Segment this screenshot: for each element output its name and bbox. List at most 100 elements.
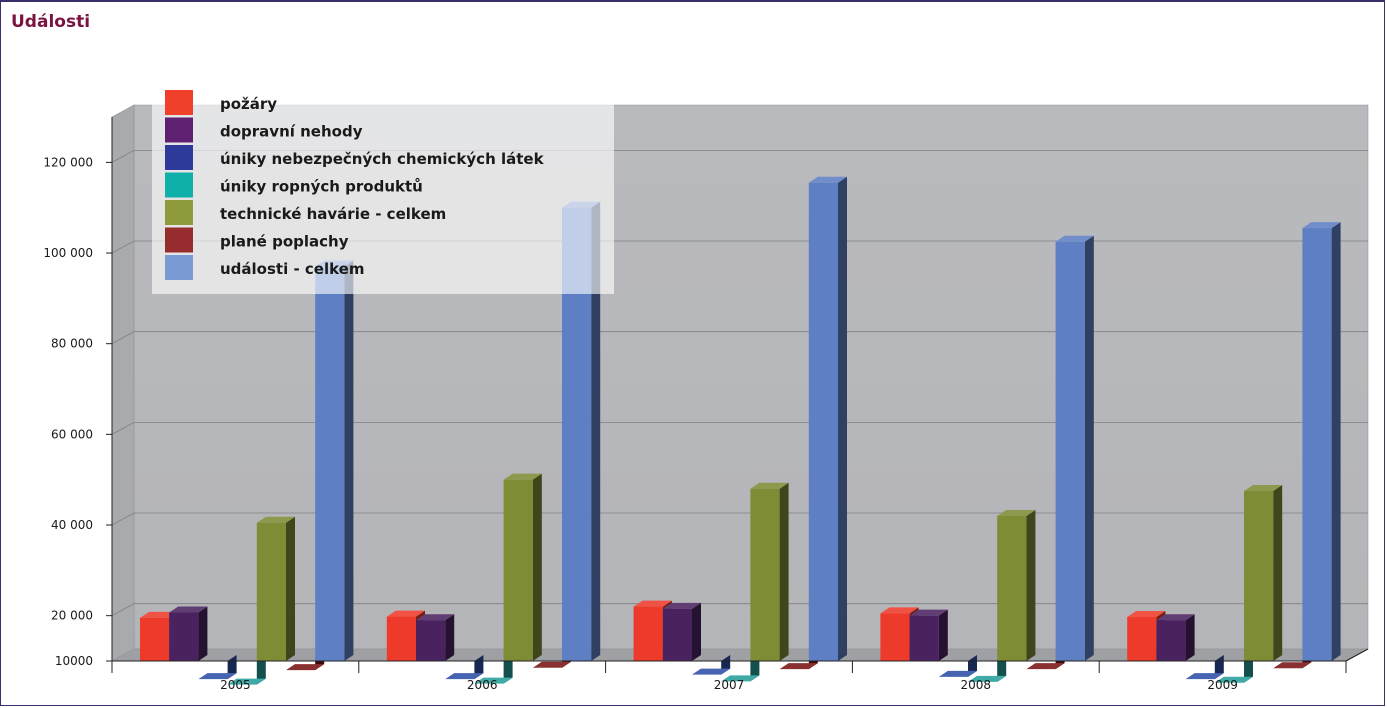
bar: [1244, 485, 1283, 661]
gridline: [111, 149, 1368, 163]
bar: [416, 614, 455, 661]
legend-label: plané poplachy: [220, 233, 349, 251]
bar: [1055, 235, 1094, 661]
bar-side: [1084, 235, 1094, 661]
bar-side: [532, 473, 542, 661]
gridline: [111, 240, 1368, 254]
bar: [721, 655, 760, 682]
bar-side: [344, 260, 354, 661]
legend-box: [152, 74, 614, 294]
bar-front: [1244, 491, 1274, 661]
bar-side: [591, 201, 601, 661]
bar-top: [779, 663, 818, 670]
legend-swatch: [165, 172, 193, 198]
bar-front: [169, 612, 199, 661]
bar-side: [445, 614, 455, 661]
bar: [968, 655, 1007, 682]
legend-label: události - celkem: [220, 260, 364, 278]
bar-top: [1156, 614, 1195, 621]
bar-side: [1273, 485, 1283, 661]
bar-front: [1055, 241, 1085, 661]
bar-front: [315, 266, 345, 661]
legend-label: úniky nebezpečných chemických látek: [220, 150, 545, 168]
y-tick-label: 80 000: [51, 337, 93, 351]
bar-side: [256, 655, 266, 685]
bar: [474, 655, 513, 684]
bar-top: [1185, 673, 1224, 680]
bar-side: [1026, 509, 1036, 661]
bar-side: [997, 655, 1007, 682]
bar-top: [474, 677, 513, 684]
gridline: [111, 331, 1368, 345]
y-tick-label: 120 000: [43, 155, 93, 169]
bar-side: [1331, 222, 1341, 661]
bar: [662, 602, 701, 661]
bar-top: [416, 614, 455, 621]
legend-swatch: [165, 145, 193, 170]
bar-front: [416, 620, 446, 661]
bar-side: [503, 655, 513, 684]
x-tick-label: 2005: [220, 678, 251, 692]
bar-top: [503, 473, 542, 480]
bar-top: [721, 675, 760, 682]
bar-front: [750, 488, 780, 661]
bar-top: [692, 668, 731, 675]
bar-front: [1302, 228, 1332, 661]
bar: [938, 655, 977, 677]
bar-top: [750, 482, 789, 489]
bar-top: [140, 611, 179, 618]
bar: [256, 516, 295, 661]
bar-front: [503, 479, 533, 661]
bar-top: [198, 673, 237, 680]
bar-top: [880, 607, 919, 614]
bar: [692, 655, 731, 675]
legend-swatch: [165, 227, 193, 253]
bar-front: [662, 608, 692, 661]
bar-top: [1273, 662, 1312, 669]
y-tick-label: 60 000: [51, 427, 93, 441]
bar-top: [386, 610, 425, 617]
bar-top: [808, 176, 847, 183]
x-tick-label: 2006: [467, 678, 498, 692]
bar: [997, 509, 1036, 661]
bar-front: [1156, 620, 1186, 661]
y-tick-label: 100 000: [43, 246, 93, 260]
bar-top: [662, 602, 701, 609]
bar-top: [169, 606, 208, 613]
bar-top: [1302, 222, 1341, 229]
legend-label: dopravní nehody: [220, 123, 363, 141]
bar: [1214, 655, 1253, 683]
bar: [315, 260, 354, 661]
bar-front: [386, 616, 416, 661]
bar-front: [140, 617, 170, 661]
bar: [909, 609, 948, 661]
x-tick-label: 2007: [714, 678, 745, 692]
bar: [808, 176, 847, 661]
bar-top: [1055, 235, 1094, 242]
legend-label: požáry: [220, 95, 277, 113]
gridline: [111, 421, 1368, 435]
x-tick-label: 2009: [1207, 678, 1238, 692]
bar: [227, 655, 266, 685]
gridline: [111, 603, 1368, 617]
bar-front: [909, 615, 939, 661]
bar-side: [1185, 614, 1195, 661]
legend-swatch: [165, 200, 193, 225]
bar-front: [808, 182, 838, 661]
bar-side: [286, 516, 295, 661]
y-tick-label: 10000: [55, 654, 93, 668]
x-axis-end: [1345, 648, 1369, 662]
chart-side-wall: [111, 104, 135, 662]
y-tick-label: 40 000: [51, 518, 93, 532]
bar-top: [227, 678, 266, 685]
bar-top: [445, 673, 484, 680]
bar-top: [633, 600, 672, 607]
bar-side: [779, 482, 789, 661]
bar-front: [997, 515, 1027, 661]
bar: [1302, 222, 1341, 661]
bar-top: [1026, 663, 1065, 670]
bar-top: [532, 661, 571, 668]
legend-label: technické havárie - celkem: [220, 205, 446, 223]
chart-title: Události: [11, 12, 91, 32]
